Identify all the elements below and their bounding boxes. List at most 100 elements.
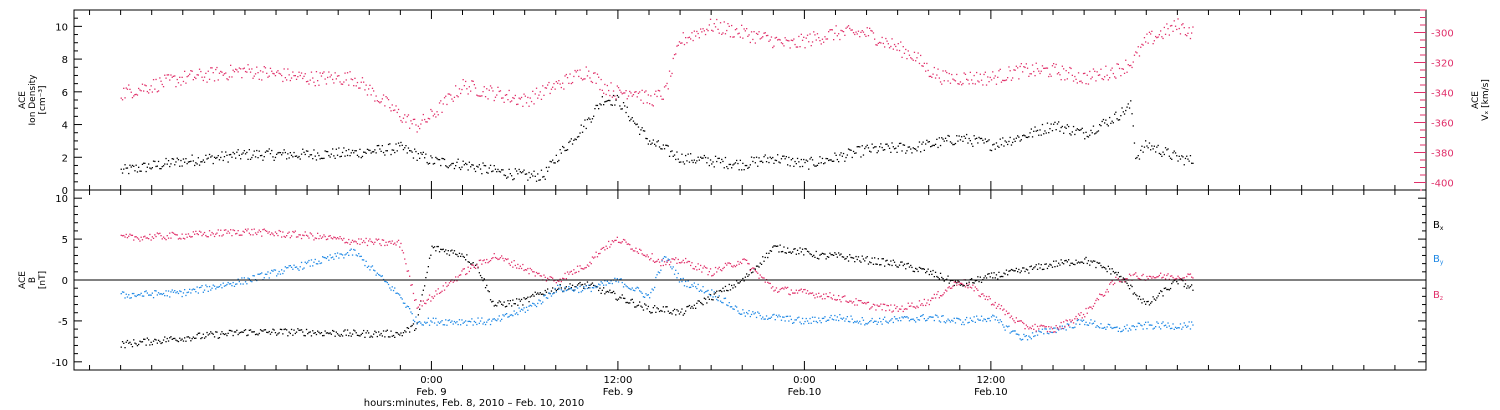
series-by-point [932,316,934,318]
series-bz-point [1080,312,1082,314]
series-vx-point [1074,75,1076,78]
series-by-point [303,267,305,269]
series-by-point [966,316,968,319]
series-density-point [1150,149,1152,151]
series-bx-point [336,333,339,335]
series-by-point [538,299,540,301]
series-density-point [611,104,613,106]
series-bz-point [473,266,475,268]
series-density-point [210,156,212,158]
series-bz-point [507,258,509,260]
series-vx-point [200,70,202,73]
series-density-point [387,143,390,146]
series-bx-point [635,306,637,308]
series-by-point [662,257,664,260]
series-bx-point [966,282,968,284]
series-vx-point [262,71,264,73]
series-density-point [901,150,903,152]
series-by-point [389,287,391,289]
series-density-point [629,120,631,122]
series-bz-point [660,265,662,267]
series-density-point [580,124,582,126]
series-bz-point [984,298,986,300]
series-vx-point [918,62,921,65]
series-density-point [739,159,741,161]
series-bx-point [290,328,293,331]
series-density-point [741,169,743,171]
series-density-point [471,164,473,166]
series-density-point [990,149,993,152]
series-bx-point [704,298,707,300]
series-density-point [1105,119,1107,121]
series-bx-point [409,331,411,333]
series-density-point [1136,156,1138,159]
series-bx-point [134,342,136,344]
series-by-point [968,321,970,323]
series-by-point [528,305,530,307]
series-bx-point [988,273,990,275]
series-density-point [124,164,126,166]
series-vx-point [796,46,799,48]
series-by-point [737,310,739,312]
series-density-point [562,145,564,148]
series-vx-point [701,31,703,33]
series-density-point [1189,155,1192,157]
series-vx-point [359,87,361,89]
series-vx-point [941,83,943,85]
series-bx-point [879,264,881,266]
series-bz-point [769,282,771,285]
series-bx-point [380,332,382,335]
series-vx-point [956,73,958,76]
series-bz-point [144,235,146,237]
series-by-point [1022,338,1024,341]
series-bz-point [874,304,876,306]
series-bz-point [590,263,592,265]
series-vx-point [282,80,284,83]
series-by-point [391,286,393,288]
series-bx-point [256,333,258,335]
series-bx-point [445,249,447,251]
series-by-point [506,313,508,315]
series-bx-point [880,264,882,266]
series-bx-point [724,285,727,288]
series-bz-point [1003,308,1005,310]
series-by-point [243,277,245,279]
series-bz-point [993,304,995,306]
series-vx-point [859,36,861,38]
series-vx-point [695,35,697,37]
series-bx-point [667,310,669,312]
series-vx-point [227,79,229,81]
series-vx-point [360,81,362,83]
series-bx-point [601,289,603,291]
series-density-point [1028,136,1030,138]
series-bz-point [856,304,858,306]
series-bx-point [138,343,140,346]
series-density-point [605,100,607,103]
series-vx-point [428,118,431,120]
series-density-point [885,143,887,145]
series-bz-point [244,228,247,230]
series-bx-point [1065,259,1067,262]
series-bx-point [1053,260,1055,262]
series-by-point [708,293,710,295]
series-bz-point [374,241,376,243]
series-by-point [218,285,221,288]
series-by-point [287,267,289,269]
series-bz-point [216,232,218,234]
series-bz-point [758,277,760,279]
series-density-point [364,151,366,153]
series-vx-point [322,72,324,74]
series-bz-point [799,289,801,291]
series-bx-point [471,263,473,265]
series-vx-point [555,81,557,83]
series-bx-point [184,337,186,339]
series-bx-point [335,331,337,333]
series-by-point [675,269,677,271]
series-vx-point [242,68,244,70]
series-by-point [1178,327,1180,329]
series-by-point [1158,326,1160,328]
series-bx-point [216,331,218,333]
series-density-point [181,165,183,167]
series-density-point [1094,133,1096,135]
